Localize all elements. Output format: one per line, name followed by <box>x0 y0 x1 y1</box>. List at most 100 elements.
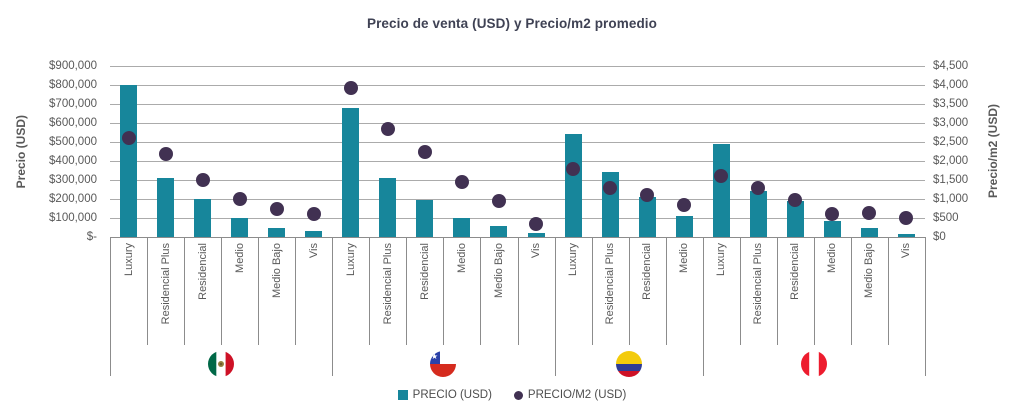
category-label: Luxury <box>567 243 580 277</box>
category-label: Residencial <box>196 243 209 300</box>
category-divider <box>776 237 778 345</box>
category-label: Residencial <box>418 243 431 300</box>
dot-series-marker-icon <box>513 390 523 400</box>
legend-label: PRECIO/M2 (USD) <box>527 389 627 401</box>
category-divider <box>739 237 741 345</box>
chile-flag-icon <box>430 351 457 377</box>
precio-m2-dot <box>788 192 803 207</box>
right-axis-tick-label: $4,500 <box>933 60 969 72</box>
category-label-cell: Residencial Plus <box>369 243 406 349</box>
category-label-cell: Medio <box>221 243 258 349</box>
category-label: Medio <box>233 243 246 273</box>
category-label-cell: Medio Bajo <box>480 243 517 349</box>
legend-item-precio-m2: PRECIO/M2 (USD) <box>513 389 627 401</box>
precio-m2-dot <box>121 131 136 146</box>
category-label: Medio Bajo <box>492 243 505 299</box>
precio-usd-bar <box>712 143 730 237</box>
gridline <box>110 104 925 105</box>
precio-usd-bar <box>786 200 804 237</box>
left-axis-tick-label: $600,000 <box>49 117 97 129</box>
category-divider <box>443 237 445 345</box>
precio-usd-bar <box>749 191 767 237</box>
precio-m2-dot <box>269 202 284 217</box>
precio-usd-bar <box>453 218 471 237</box>
category-label: Residencial Plus <box>752 243 765 325</box>
precio-usd-bar <box>157 178 175 237</box>
category-divider <box>369 237 371 345</box>
precio-usd-bar <box>305 231 323 237</box>
category-label-cell: Residencial <box>406 243 443 349</box>
right-axis-tick-label: $4,000 <box>933 79 969 91</box>
category-divider <box>295 237 297 345</box>
mexico-flag <box>207 350 235 378</box>
left-axis-tick-label: $800,000 <box>49 79 97 91</box>
precio-m2-dot <box>195 173 210 187</box>
chile-flag <box>429 350 457 378</box>
category-label-cell: Luxury <box>332 243 369 349</box>
precio-m2-dot <box>232 192 247 206</box>
left-axis-tick-label: $100,000 <box>49 212 97 224</box>
precio-m2-dot <box>306 207 321 222</box>
group-divider <box>554 237 556 376</box>
left-axis-tick-label: $400,000 <box>49 155 97 167</box>
category-divider <box>887 237 889 345</box>
category-divider <box>258 237 260 345</box>
category-label-cell: Residencial <box>184 243 221 349</box>
category-label: Medio Bajo <box>863 243 876 299</box>
category-label: Luxury <box>715 243 728 277</box>
category-label: Medio Bajo <box>270 243 283 299</box>
precio-usd-bar <box>897 234 915 237</box>
category-label-cell: Luxury <box>555 243 592 349</box>
precio-m2-dot <box>640 188 655 203</box>
left-axis-tick-label: $- <box>86 231 97 243</box>
gridline <box>110 123 925 124</box>
left-axis-tick-label: $200,000 <box>49 193 97 205</box>
category-divider <box>147 237 149 345</box>
category-divider <box>184 237 186 345</box>
category-divider <box>628 237 630 345</box>
group-divider <box>332 237 334 376</box>
category-label-cell: Medio Bajo <box>851 243 888 349</box>
precio-usd-bar <box>527 233 545 237</box>
right-axis-tick-label: $3,500 <box>933 98 969 110</box>
precio-m2-dot <box>677 198 692 213</box>
category-label: Luxury <box>344 243 357 277</box>
category-divider <box>850 237 852 345</box>
legend-label: PRECIO (USD) <box>412 389 492 401</box>
precio-m2-dot <box>491 193 506 208</box>
category-label: Vis <box>307 243 320 259</box>
group-divider <box>702 237 704 376</box>
category-divider <box>406 237 408 345</box>
category-label-cell: Vis <box>295 243 332 349</box>
category-divider <box>813 237 815 345</box>
category-label: Residencial Plus <box>381 243 394 325</box>
category-divider <box>221 237 223 345</box>
category-label: Luxury <box>122 243 135 277</box>
category-label: Medio <box>678 243 691 273</box>
precio-usd-bar <box>379 178 397 237</box>
peru-flag <box>800 350 828 378</box>
precio-usd-bar <box>194 199 212 237</box>
precio-m2-dot <box>603 180 618 195</box>
category-label-cell: Medio <box>443 243 480 349</box>
category-label: Medio <box>455 243 468 273</box>
precio-m2-dot <box>862 206 877 221</box>
bar-series-marker-icon <box>397 390 408 400</box>
precio-usd-bar <box>268 227 286 237</box>
right-axis-tick-label: $2,000 <box>933 155 969 167</box>
category-label-cell: Residencial <box>777 243 814 349</box>
precio-m2-dot <box>899 211 914 225</box>
category-label-cell: Residencial Plus <box>147 243 184 349</box>
precio-usd-bar <box>342 107 360 237</box>
precio-usd-bar <box>860 227 878 237</box>
group-divider <box>110 237 111 376</box>
precio-usd-bar <box>638 197 656 237</box>
category-label-cell: Residencial Plus <box>740 243 777 349</box>
category-label-cell: Medio <box>666 243 703 349</box>
precio-m2-dot <box>343 80 358 95</box>
right-axis-tick-label: $2,500 <box>933 136 969 148</box>
colombia-flag <box>615 350 643 378</box>
category-label-cell: Vis <box>518 243 555 349</box>
x-axis-line <box>110 237 925 238</box>
